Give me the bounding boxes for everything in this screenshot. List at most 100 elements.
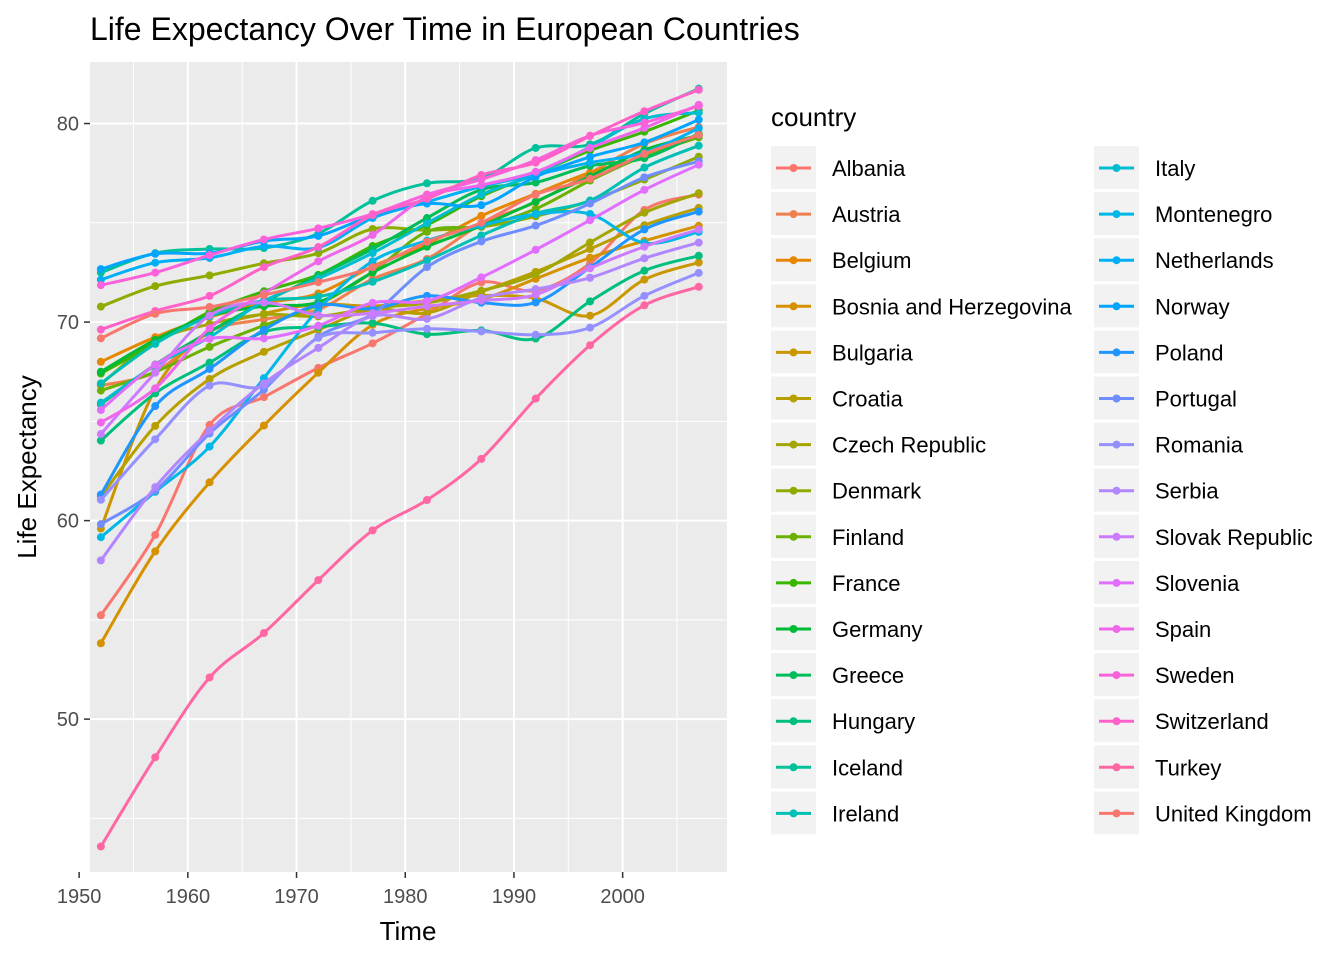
data-point-bosnia-and-herzegovina: [205, 478, 214, 487]
legend-label: Portugal: [1155, 387, 1237, 412]
data-point-ireland: [422, 256, 431, 265]
data-point-slovak-republic: [96, 430, 105, 439]
legend-label: Italy: [1155, 156, 1195, 181]
legend-item-ireland: Ireland: [771, 791, 899, 835]
legend-item-italy: Italy: [1094, 146, 1195, 189]
data-point-romania: [368, 328, 377, 337]
data-point-sweden: [205, 251, 214, 260]
data-point-slovak-republic: [477, 296, 486, 305]
data-point-slovenia: [314, 321, 323, 330]
data-point-slovak-republic: [368, 309, 377, 318]
series-slovak-republic: [96, 225, 703, 439]
data-point-sweden: [151, 268, 160, 277]
legend-label: Turkey: [1155, 755, 1221, 780]
data-point-turkey: [259, 629, 268, 638]
legend-key-point: [789, 486, 798, 495]
data-point-united-kingdom: [205, 302, 214, 311]
data-point-denmark: [314, 249, 323, 258]
x-tick-label: 1990: [492, 886, 537, 908]
data-point-switzerland: [422, 194, 431, 203]
data-point-serbia: [531, 285, 540, 294]
legend-label: Iceland: [832, 755, 903, 780]
data-point-slovak-republic: [586, 264, 595, 273]
data-point-slovak-republic: [205, 311, 214, 320]
legend-item-romania: Romania: [1094, 422, 1244, 466]
data-point-portugal: [96, 520, 105, 529]
legend-key-point: [1112, 256, 1121, 265]
legend-item-belgium: Belgium: [771, 238, 911, 282]
x-axis-title: Time: [380, 916, 437, 946]
data-point-serbia: [96, 556, 105, 565]
legend-label: Ireland: [832, 801, 899, 826]
data-point-united-kingdom: [640, 149, 649, 158]
legend-item-albania: Albania: [771, 146, 906, 189]
y-tick-label: 70: [57, 312, 79, 334]
data-point-italy: [96, 398, 105, 407]
data-point-serbia: [694, 238, 703, 247]
data-point-sweden: [96, 281, 105, 290]
data-point-iceland: [422, 179, 431, 188]
data-point-croatia: [586, 245, 595, 254]
data-point-portugal: [477, 237, 486, 246]
data-point-poland: [531, 298, 540, 307]
y-tick-label: 80: [57, 114, 79, 136]
data-point-ireland: [694, 141, 703, 150]
legend-key-point: [1112, 164, 1121, 172]
data-point-hungary: [694, 251, 703, 260]
legend-key-point: [1112, 348, 1121, 357]
data-point-hungary: [205, 358, 214, 367]
data-point-bosnia-and-herzegovina: [151, 547, 160, 556]
legend-item-greece: Greece: [771, 653, 904, 697]
data-point-united-kingdom: [477, 218, 486, 227]
data-point-denmark: [96, 302, 105, 311]
data-point-united-kingdom: [368, 263, 377, 272]
legend-label: Germany: [832, 617, 922, 642]
data-point-ireland: [314, 292, 323, 301]
legend-key-point: [789, 440, 798, 449]
data-point-norway: [694, 115, 703, 124]
series-slovenia: [96, 160, 703, 415]
legend-key-point: [789, 671, 798, 680]
data-point-romania: [531, 330, 540, 339]
series-turkey: [96, 282, 703, 851]
data-point-hungary: [586, 297, 595, 306]
legend-key-point: [789, 625, 798, 633]
legend-item-spain: Spain: [1094, 607, 1211, 650]
y-tick-label: 60: [57, 511, 79, 533]
series-switzerland: [96, 85, 703, 334]
legend-key-point: [789, 394, 798, 403]
data-point-slovak-republic: [314, 311, 323, 320]
legend-key-point: [789, 763, 798, 772]
data-point-ireland: [640, 163, 649, 172]
data-point-bosnia-and-herzegovina: [259, 421, 268, 430]
x-tick-label: 2000: [600, 886, 645, 908]
legend-label: Switzerland: [1155, 709, 1269, 734]
data-point-albania: [151, 530, 160, 539]
data-point-slovak-republic: [151, 368, 160, 377]
data-point-spain: [151, 384, 160, 393]
legend-label: Slovak Republic: [1155, 525, 1313, 550]
data-point-slovenia: [640, 185, 649, 194]
data-point-romania: [205, 381, 214, 390]
data-point-denmark: [368, 224, 377, 233]
legend-key-point: [789, 532, 798, 541]
data-point-turkey: [205, 673, 214, 682]
legend-key-point: [1112, 440, 1121, 449]
legend-label: Serbia: [1155, 479, 1219, 504]
legend-label: Croatia: [832, 387, 904, 412]
legend-item-hungary: Hungary: [771, 699, 915, 743]
data-point-hungary: [96, 436, 105, 445]
legend-key-point: [1112, 210, 1121, 219]
data-point-ireland: [368, 277, 377, 286]
legend-key-point: [789, 256, 798, 265]
legend-key-point: [789, 809, 798, 818]
legend-item-iceland: Iceland: [771, 745, 903, 789]
legend-label: Belgium: [832, 248, 911, 273]
plot-panel: [90, 62, 727, 872]
legend-label: Netherlands: [1155, 248, 1274, 273]
legend-item-serbia: Serbia: [1094, 468, 1219, 512]
data-point-netherlands: [694, 124, 703, 133]
data-point-czech-republic: [694, 189, 703, 198]
data-point-spain: [314, 257, 323, 266]
